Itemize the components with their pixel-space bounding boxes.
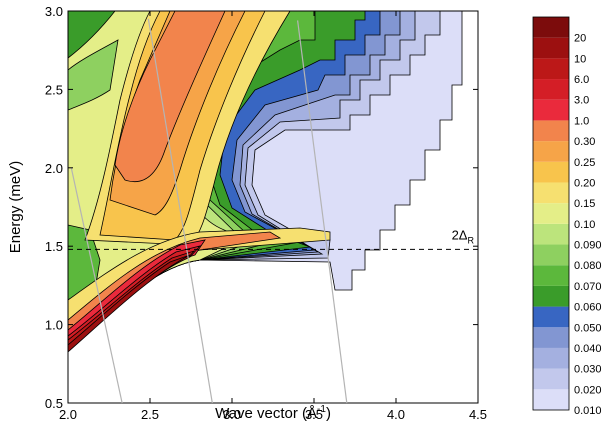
- colorbar-label: 0.050: [574, 322, 602, 334]
- colorbar-label: 0.10: [574, 219, 595, 231]
- colorbar-label: 3.0: [574, 95, 589, 107]
- y-tick-label: 2.0: [45, 161, 63, 176]
- threshold-label-sub: R: [468, 235, 475, 245]
- colorbar-label: 20: [574, 33, 586, 45]
- reference-line: [70, 167, 123, 404]
- reference-line: [147, 18, 213, 404]
- colorbar-segment: [533, 285, 569, 307]
- contour-region: [67, 10, 116, 59]
- x-tick-label: 4.0: [387, 407, 405, 422]
- colorbar-segment: [533, 306, 569, 328]
- threshold-label-text: 2Δ: [452, 227, 468, 242]
- contour-region: [67, 254, 191, 353]
- plot-frame: [67, 10, 479, 404]
- x-tick-label: 4.5: [469, 407, 487, 422]
- colorbar-label: 6.0: [574, 74, 589, 86]
- y-axis-label: Energy (meV): [7, 161, 24, 254]
- colorbar-segment: [533, 347, 569, 369]
- colorbar-label: 0.030: [574, 364, 602, 376]
- y-tick-label: 1.0: [45, 318, 63, 333]
- colorbar-segment: [533, 182, 569, 204]
- colorbar-label: 0.040: [574, 343, 602, 355]
- y-tick-label: 3.0: [45, 4, 63, 19]
- colorbar-segment: [533, 17, 569, 38]
- reference-line: [297, 20, 348, 404]
- colorbar-label: 10: [574, 53, 586, 65]
- colorbar-label: 0.090: [574, 240, 602, 252]
- x-axis-label: Wave vector (Å-1): [215, 404, 331, 422]
- colorbar-label: 1.0: [574, 115, 589, 127]
- x-tick-label: 3.0: [223, 407, 241, 422]
- colorbar-segment: [533, 99, 569, 121]
- contour-region: [67, 39, 119, 111]
- y-tick-label: 0.5: [45, 396, 63, 411]
- colorbar-segment: [533, 120, 569, 142]
- colorbar-label: 0.070: [574, 281, 602, 293]
- colorbar-segment: [533, 58, 569, 80]
- colorbar-label: 0.060: [574, 302, 602, 314]
- colorbar-segment: [533, 37, 569, 59]
- y-tick-label: 2.5: [45, 82, 63, 97]
- colorbar-frame: [532, 16, 570, 411]
- colorbar-label: 0.20: [574, 177, 595, 189]
- colorbar-label: 0.080: [574, 260, 602, 272]
- contour-region: [114, 10, 226, 183]
- colorbar-segment: [533, 244, 569, 266]
- colorbar-segment: [533, 368, 569, 390]
- y-tick-label: 1.5: [45, 239, 63, 254]
- x-tick-label: 3.5: [305, 407, 323, 422]
- colorbar-segment: [533, 203, 569, 224]
- colorbar-segment: [533, 161, 569, 183]
- colorbar-segment: [533, 79, 569, 100]
- colorbar-label: 0.010: [574, 405, 602, 417]
- colorbar-label: 0.30: [574, 136, 595, 148]
- x-tick-label: 2.5: [141, 407, 159, 422]
- colorbar-segment: [533, 327, 569, 348]
- colorbar-label: 0.25: [574, 157, 595, 169]
- colorbar-segment: [533, 389, 569, 410]
- colorbar-segment: [533, 223, 569, 245]
- colorbar-label: 0.020: [574, 384, 602, 396]
- contour-plot: [67, 10, 463, 353]
- colorbar-segment: [533, 265, 569, 286]
- colorbar-segment: [533, 141, 569, 162]
- x-tick-label: 2.0: [59, 407, 77, 422]
- colorbar-label: 0.15: [574, 198, 595, 210]
- threshold-label: 2ΔR: [452, 227, 475, 245]
